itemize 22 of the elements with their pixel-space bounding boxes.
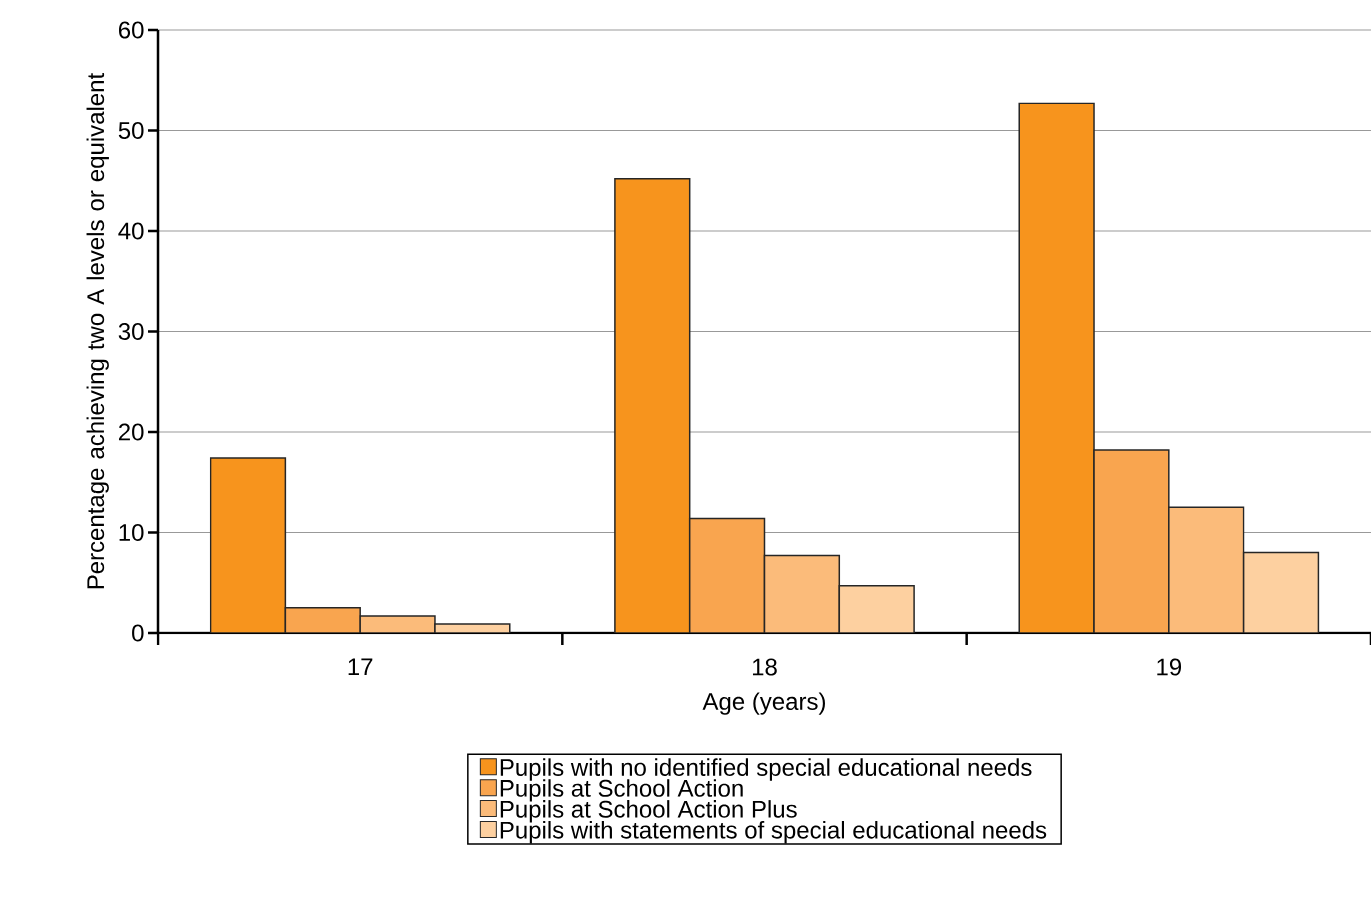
bar: [614, 177, 691, 633]
bar: [1168, 506, 1245, 633]
bar: [763, 554, 841, 633]
y-tick-label: 40: [118, 222, 144, 240]
legend-label: Pupils with statements of special educational needs: [500, 821, 1047, 844]
bar: [1093, 449, 1170, 633]
bar: [688, 517, 766, 633]
bar: [209, 457, 287, 633]
bar: [1018, 102, 1095, 633]
bar: [838, 585, 915, 633]
y-tick-label: 20: [118, 423, 144, 441]
bar: [1242, 551, 1320, 633]
y-tick-label: 30: [118, 323, 144, 340]
y-tick-label: 50: [118, 122, 144, 139]
x-axis-title: Age (years): [702, 692, 825, 715]
y-axis-title: Percentage achieving two A levels or equivalent: [86, 72, 109, 589]
y-tick-label: 10: [119, 524, 144, 541]
x-tick-label: 17: [348, 658, 373, 676]
x-tick-label: 19: [1157, 658, 1182, 676]
x-tick-label: 18: [752, 658, 777, 676]
y-tick-label: 60: [119, 21, 144, 39]
y-tick-label: 0: [132, 624, 144, 642]
